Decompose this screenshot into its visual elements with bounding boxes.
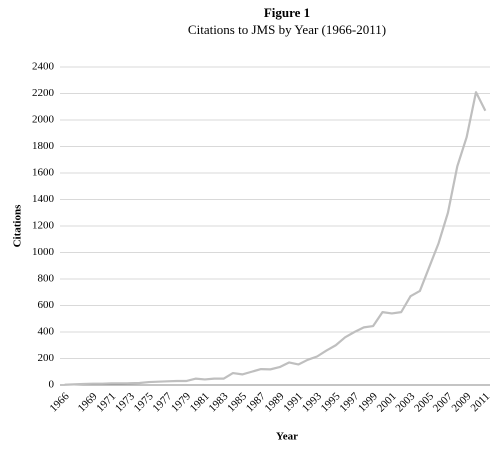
x-tick-label: 1981 [188, 390, 212, 414]
x-tick-label: 1971 [94, 390, 118, 414]
x-tick-label: 2003 [393, 390, 417, 414]
x-tick-label: 1985 [225, 390, 249, 414]
y-tick-label: 600 [38, 299, 55, 311]
y-tick-label: 2200 [32, 87, 55, 99]
y-axis-label: Citations [12, 204, 24, 248]
y-tick-label: 200 [38, 352, 55, 364]
y-tick-label: 800 [38, 273, 55, 285]
x-tick-label: 1966 [48, 390, 72, 414]
y-tick-label: 1400 [32, 193, 55, 205]
y-tick-label: 0 [49, 379, 55, 391]
x-tick-label: 1997 [337, 390, 361, 414]
x-tick-label: 2005 [412, 390, 436, 414]
y-tick-label: 1600 [32, 167, 55, 179]
x-tick-label: 1983 [206, 390, 230, 414]
chart-subtitle: Citations to JMS by Year (1966-2011) [188, 22, 386, 37]
x-axis-label: Year [276, 431, 298, 443]
x-tick-label: 2001 [375, 390, 399, 414]
y-tick-label: 1200 [32, 220, 55, 232]
x-tick-label: 1979 [169, 390, 193, 414]
x-tick-label: 1999 [356, 390, 380, 414]
y-tick-label: 1000 [32, 246, 55, 258]
x-tick-label: 1993 [300, 390, 324, 414]
data-line [64, 91, 487, 386]
y-tick-label: 1800 [32, 140, 55, 152]
x-tick-label: 1977 [150, 390, 174, 414]
x-tick-label: 1969 [76, 390, 100, 414]
y-tick-label: 2400 [32, 61, 55, 73]
x-tick-label: 1973 [113, 390, 137, 414]
x-tick-label: 2011 [468, 390, 492, 414]
y-tick-label: 2000 [32, 114, 55, 126]
chart-title: Figure 1 [264, 5, 310, 20]
x-tick-label: 2009 [450, 390, 474, 414]
x-tick-label: 1991 [281, 390, 305, 414]
x-tick-label: 1995 [319, 390, 343, 414]
x-tick-label: 2007 [431, 390, 455, 414]
y-tick-label: 400 [38, 326, 55, 338]
x-tick-label: 1975 [132, 390, 156, 414]
x-tick-label: 1989 [263, 390, 287, 414]
x-tick-label: 1987 [244, 390, 268, 414]
